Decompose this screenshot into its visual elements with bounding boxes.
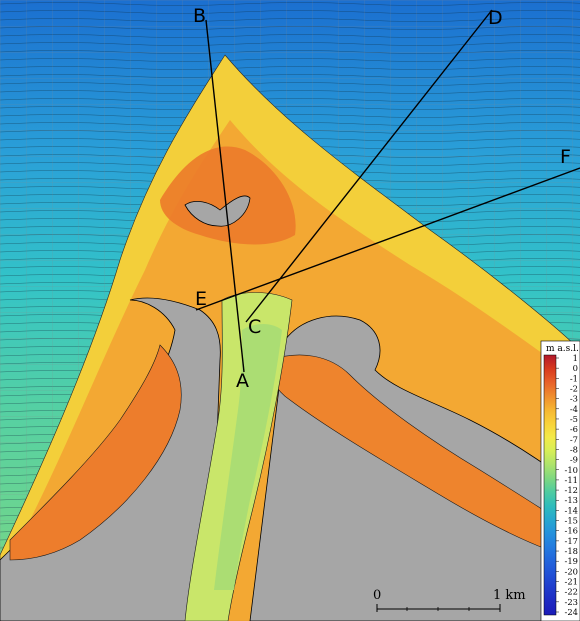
scale-bar: 0 1 km	[373, 588, 526, 612]
profile-line-ef	[195, 167, 580, 311]
legend-tick-label: -18	[565, 546, 579, 556]
legend-tick-label: -2	[570, 383, 578, 393]
legend-tick-label: -9	[570, 455, 578, 465]
legend-tick-label: -22	[565, 587, 579, 597]
profile-label-c: C	[248, 316, 261, 338]
legend-tick-label: -5	[570, 414, 578, 424]
profile-label-b: B	[193, 5, 206, 27]
legend-tick-label: -13	[565, 495, 579, 505]
legend-tick-label: -8	[570, 444, 578, 454]
legend-tick-label: -15	[565, 516, 579, 526]
inner-lagoon	[184, 195, 251, 227]
channel-core	[214, 324, 282, 590]
legend-tick-label: -21	[565, 577, 579, 587]
legend-tick-label: -1	[570, 373, 578, 383]
scale-bar-end-label: 1 km	[493, 588, 526, 603]
scale-bar-start-label: 0	[373, 588, 381, 603]
legend-tick-label: -23	[565, 597, 579, 607]
legend-tick-label: -19	[565, 556, 579, 566]
profile-label-d: D	[488, 7, 503, 29]
profile-line-cd	[245, 9, 493, 323]
legend-tick-label: 0	[573, 363, 578, 373]
legend-tick-label: -6	[570, 424, 578, 434]
legend-tick-label: -16	[565, 526, 579, 536]
legend-tick-label: 1	[573, 353, 578, 363]
depth-legend: m a.s.l. 10-1-2-3-4-5-6-7-8-9-10-11-12-1…	[540, 340, 580, 621]
legend-tick-label: -3	[570, 394, 578, 404]
legend-tick-label: -4	[570, 404, 578, 414]
delta-shoal-crest	[160, 146, 296, 245]
legend-tick-label: -14	[565, 505, 579, 515]
profile-lines	[195, 9, 580, 373]
legend-tick-label: -12	[565, 485, 579, 495]
profile-label-e: E	[195, 288, 207, 310]
left-spit-shoal	[9, 344, 182, 561]
right-spit-shoal	[269, 354, 580, 561]
profile-label-f: F	[560, 146, 571, 168]
profile-label-a: A	[236, 370, 249, 392]
legend-color-bar	[543, 354, 557, 616]
legend-title: m a.s.l.	[546, 344, 579, 354]
legend-tick-label: -10	[565, 465, 579, 475]
legend-tick-label: -24	[565, 607, 579, 617]
profile-line-ab	[205, 19, 245, 373]
legend-tick-label: -11	[565, 475, 579, 485]
legend-tick-label: -20	[565, 566, 579, 576]
legend-tick-label: -7	[570, 434, 578, 444]
legend-tick-label: -17	[565, 536, 579, 546]
legend-ticks: 10-1-2-3-4-5-6-7-8-9-10-11-12-13-14-15-1…	[556, 353, 578, 617]
